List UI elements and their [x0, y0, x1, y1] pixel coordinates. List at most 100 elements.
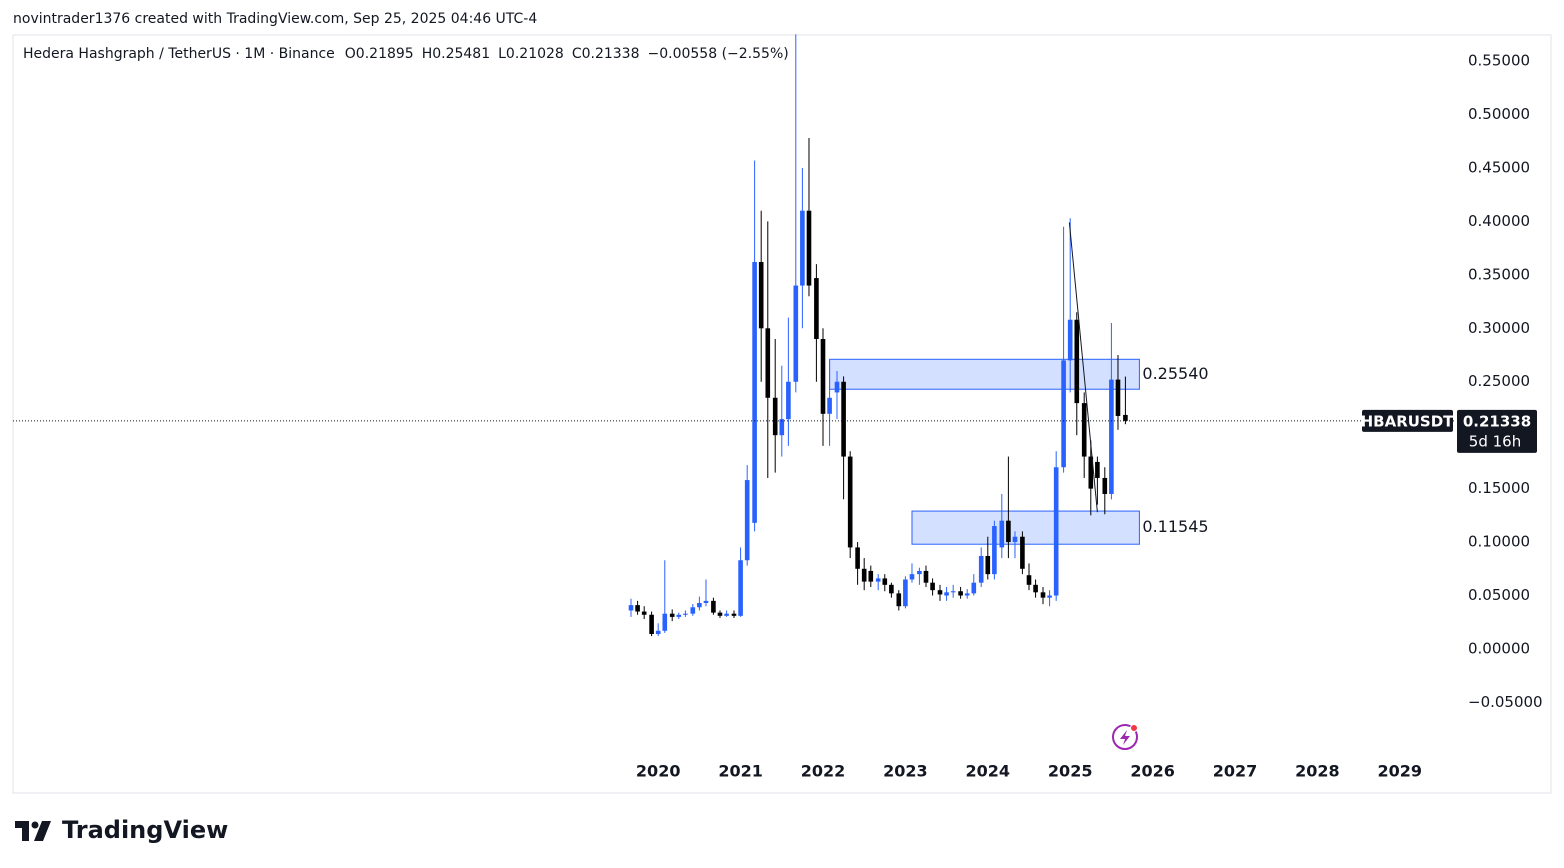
y-tick-label: 0.10000 — [1468, 533, 1530, 551]
y-tick-label: 0.40000 — [1468, 212, 1530, 230]
legend-value: −0.00558 (−2.55%) — [648, 46, 789, 62]
candle-body — [950, 591, 956, 593]
candle-body — [779, 419, 785, 436]
candle-body — [971, 582, 977, 594]
candle-body — [1026, 575, 1032, 585]
legend-value: H0.25481 — [422, 46, 490, 62]
candle-body — [1123, 414, 1128, 421]
candle-body — [985, 555, 991, 575]
candle-body — [731, 613, 737, 616]
legend-value: L0.21028 — [498, 46, 564, 62]
x-tick-label: 2024 — [966, 762, 1011, 781]
candle-body — [1020, 536, 1025, 569]
candle-body — [999, 520, 1005, 548]
candle-body — [717, 612, 723, 616]
candle-body — [814, 278, 819, 339]
y-tick-label: 0.50000 — [1468, 105, 1530, 123]
candle-body — [1074, 319, 1080, 404]
x-tick-label: 2022 — [801, 762, 846, 781]
y-tick-label: 0.30000 — [1468, 319, 1530, 337]
ohlc-legend: O0.21895 H0.25481 L0.21028 C0.21338 −0.00558… — [345, 46, 789, 62]
lightning-icon[interactable] — [1112, 724, 1138, 750]
y-tick-label: 0.35000 — [1468, 265, 1530, 283]
symbol-tag-text: HBARUSDT — [1361, 412, 1455, 430]
candle-body — [1088, 456, 1094, 489]
zone-label: 0.25540 — [1142, 364, 1208, 383]
candle-body — [827, 397, 832, 414]
candle-body — [1053, 467, 1059, 596]
candle-body — [882, 578, 888, 585]
candle-body — [820, 338, 826, 414]
candle-body — [992, 526, 997, 575]
candle-body — [855, 547, 860, 569]
candle-body — [937, 590, 943, 595]
x-tick-label: 2029 — [1378, 762, 1423, 781]
zone — [829, 358, 1140, 390]
candle-body — [1115, 379, 1121, 416]
candle-body — [847, 456, 853, 548]
candle-body — [1006, 520, 1011, 543]
price-tag-text: 0.21338 — [1463, 412, 1531, 430]
x-tick-label: 2027 — [1213, 762, 1258, 781]
candle-body — [1109, 379, 1114, 494]
symbol-tag — [1362, 409, 1453, 432]
candle-body — [765, 328, 771, 398]
brand-text: TradingView — [62, 816, 228, 844]
candle-body — [1061, 360, 1066, 468]
x-tick-label: 2021 — [718, 762, 763, 781]
y-tick-label: 0.15000 — [1468, 479, 1530, 497]
candle-body — [628, 605, 634, 611]
candle-body — [1047, 595, 1052, 598]
candle-body — [690, 607, 696, 614]
trendline — [1068, 222, 1098, 513]
candle-body — [1095, 461, 1100, 478]
x-tick-label: 2020 — [636, 762, 681, 781]
candle-body — [1102, 477, 1108, 494]
candle-body — [944, 592, 949, 596]
candle-body — [635, 605, 640, 612]
candle-body — [786, 381, 791, 420]
candle-body — [744, 480, 750, 561]
brand-logo: TradingView — [15, 816, 228, 844]
candle-body — [1040, 592, 1046, 598]
candle-body — [800, 210, 805, 286]
candle-body — [841, 381, 846, 457]
candle-body — [724, 613, 729, 616]
candle-body — [1012, 536, 1018, 543]
candle-body — [834, 381, 840, 393]
x-tick-label: 2026 — [1130, 762, 1175, 781]
candle-body — [772, 397, 778, 436]
price-tag — [1457, 409, 1537, 453]
candle-body — [711, 600, 716, 613]
candle-body — [806, 210, 812, 286]
candle-body — [683, 613, 688, 615]
pane-frame — [12, 34, 1552, 794]
candle-body — [676, 614, 682, 617]
candle-body — [669, 613, 675, 617]
candle-body — [958, 591, 963, 596]
candle-body — [909, 574, 915, 580]
candle-body — [752, 262, 757, 523]
header: novintrader1376 created with TradingView… — [13, 11, 537, 27]
candle-body — [889, 584, 894, 594]
zone — [911, 510, 1140, 545]
legend-value: O0.21895 — [345, 46, 414, 62]
candle-body — [662, 613, 668, 631]
candle-body — [978, 555, 984, 583]
candle-body — [1033, 584, 1038, 593]
candle-body — [917, 570, 922, 575]
candle-body — [1067, 319, 1073, 361]
candle-body — [649, 614, 654, 634]
candle-body — [703, 600, 709, 603]
candle-body — [793, 285, 799, 382]
candle-body — [861, 568, 867, 582]
candle-body — [964, 593, 970, 596]
y-tick-label: −0.05000 — [1468, 693, 1543, 711]
y-tick-label: 0.45000 — [1468, 158, 1530, 176]
candle-body — [930, 582, 935, 591]
zone-label: 0.11545 — [1142, 517, 1208, 536]
x-tick-label: 2023 — [883, 762, 928, 781]
candle-body — [641, 611, 647, 615]
